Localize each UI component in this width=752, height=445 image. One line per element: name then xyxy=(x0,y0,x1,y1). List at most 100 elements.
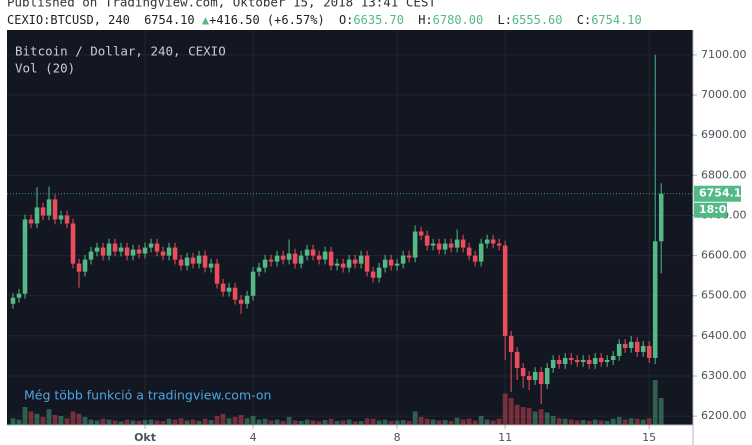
candle-body xyxy=(220,283,226,292)
volume-bar xyxy=(502,393,508,425)
volume-bar xyxy=(148,419,154,425)
volume-bar xyxy=(286,416,292,425)
volume-bar xyxy=(520,407,526,425)
candle-body xyxy=(334,263,340,266)
candle-body xyxy=(412,231,418,258)
symbol-line: CEXIO:BTCUSD, 240 6754.10 ▲+416.50 (+6.5… xyxy=(7,13,642,27)
volume-bar xyxy=(628,418,634,425)
candle-body xyxy=(328,251,334,266)
candle-body xyxy=(514,351,520,368)
volume-bar xyxy=(166,418,172,425)
volume-bar xyxy=(280,420,286,425)
volume-bar xyxy=(382,419,388,425)
volume-bar xyxy=(562,418,568,425)
candle-body xyxy=(190,257,196,264)
volume-bar xyxy=(226,418,232,425)
candle-body xyxy=(10,297,16,304)
plot-area xyxy=(7,30,693,425)
volume-bar xyxy=(466,418,472,425)
candle-body xyxy=(520,367,526,377)
candle-body xyxy=(34,207,40,224)
volume-bar xyxy=(130,420,136,425)
candle-body xyxy=(406,255,412,258)
y-tick-label: 6300.00 xyxy=(701,369,747,382)
candle-body xyxy=(304,249,310,256)
candle-body xyxy=(322,251,328,260)
candle-body xyxy=(226,287,232,292)
change: +416.50 (+6.57%) xyxy=(209,13,325,27)
candle-body xyxy=(370,271,376,278)
candle-body xyxy=(502,245,508,336)
y-tick-label: 6400.00 xyxy=(701,329,747,342)
volume-bar xyxy=(76,413,82,425)
candle-body xyxy=(28,219,34,224)
candle-body xyxy=(22,219,28,294)
candle-body xyxy=(436,243,442,250)
candle-body xyxy=(106,243,112,256)
volume-bar xyxy=(244,418,250,425)
volume-bar xyxy=(262,418,268,425)
ohlc-value: 6780.00 xyxy=(433,13,484,27)
volume-bar xyxy=(460,419,466,425)
volume-bar xyxy=(70,411,76,425)
candle-body xyxy=(598,357,604,362)
volume-bar xyxy=(346,419,352,425)
candle-body xyxy=(460,239,466,248)
volume-bar xyxy=(232,416,238,425)
volume-bar xyxy=(454,417,460,425)
candle-body xyxy=(52,199,58,220)
candle-body xyxy=(532,372,538,381)
candle-body xyxy=(442,243,448,250)
volume-bar xyxy=(550,416,556,425)
candle-body xyxy=(286,253,292,260)
candle-body xyxy=(628,341,634,348)
candle-body xyxy=(376,267,382,278)
candle-body xyxy=(280,255,286,260)
volume-bar xyxy=(58,416,64,425)
x-tick-label: 11 xyxy=(498,431,512,444)
candle-body xyxy=(250,271,256,296)
y-tick-label: 7100.00 xyxy=(701,48,747,61)
volume-bar xyxy=(256,419,262,425)
candle-body xyxy=(616,343,622,356)
volume-bar xyxy=(370,418,376,425)
candle-body xyxy=(16,293,22,298)
volume-bar xyxy=(154,420,160,425)
candle-body xyxy=(544,367,550,385)
candle-body xyxy=(268,259,274,262)
candle-body xyxy=(238,299,244,304)
candle-body xyxy=(418,231,424,236)
volume-bar xyxy=(610,418,616,425)
candle-body xyxy=(646,345,652,358)
volume-bar xyxy=(592,419,598,425)
volume-bar xyxy=(328,418,334,425)
candle-body xyxy=(364,255,370,272)
volume-bar xyxy=(586,420,592,425)
volume-bar xyxy=(178,418,184,425)
x-tick-label: 15 xyxy=(642,431,656,444)
candle-body xyxy=(382,259,388,268)
last: 6754.10 xyxy=(144,13,195,27)
volume-bar xyxy=(22,407,28,425)
candle-body xyxy=(592,357,598,364)
candle-body xyxy=(142,247,148,254)
candle-body xyxy=(46,199,52,216)
volume-bar xyxy=(580,420,586,425)
candle-layer xyxy=(7,54,693,405)
volume-bar xyxy=(646,418,652,425)
candle-body xyxy=(94,247,100,252)
candle-body xyxy=(262,259,268,268)
candle-body xyxy=(292,253,298,264)
candle-body xyxy=(388,259,394,266)
volume-bar xyxy=(64,418,70,425)
volume-bar xyxy=(622,419,628,425)
candle-body xyxy=(178,259,184,266)
volume-bar xyxy=(160,420,166,425)
volume-bar xyxy=(598,420,604,425)
promo-link[interactable]: Még több funkció a tradingview.com-on xyxy=(24,388,271,403)
symbol: CEXIO:BTCUSD, 240 xyxy=(7,13,130,27)
volume-bar xyxy=(388,420,394,425)
volume-bar xyxy=(358,420,364,425)
legend-title: Bitcoin / Dollar, 240, CEXIO xyxy=(15,44,226,59)
